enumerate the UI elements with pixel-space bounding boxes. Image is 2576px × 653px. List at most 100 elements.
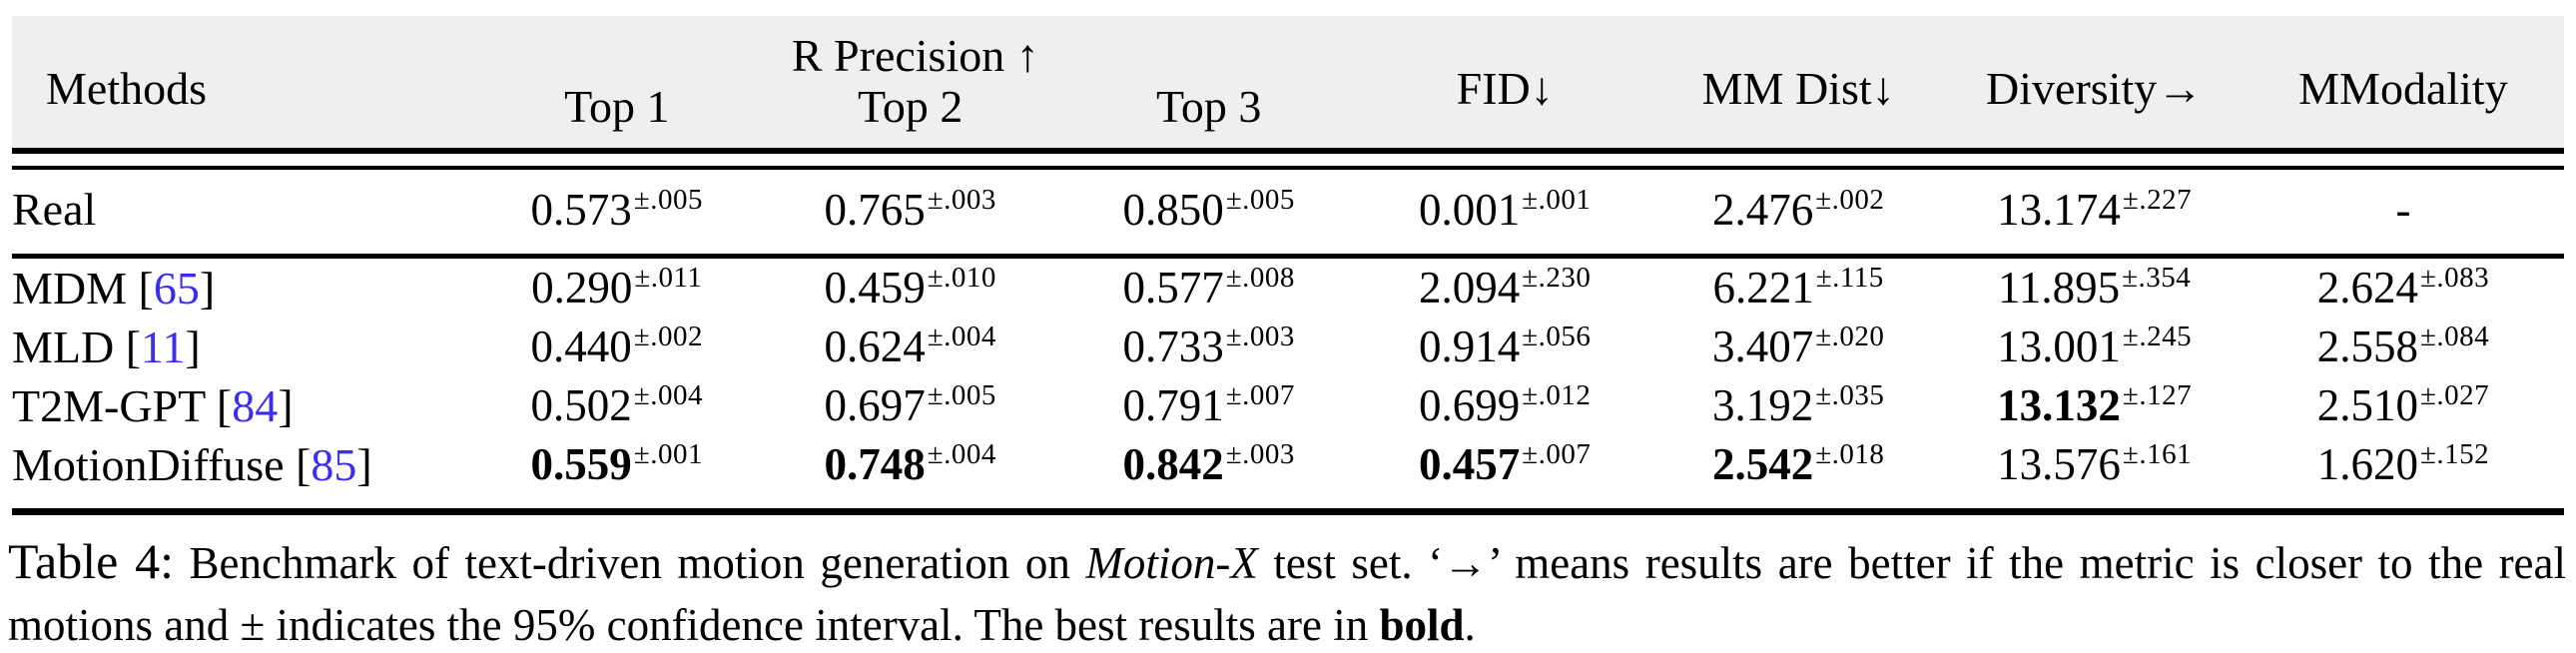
metric-cell: 0.440±.002 [471, 318, 762, 376]
metric-value: 2.094 [1419, 263, 1521, 313]
metric-cell: 2.624±.083 [2243, 259, 2564, 318]
confidence-interval: ±.008 [1225, 262, 1295, 295]
method-row-mld: MLD [11] 0.440±.002 0.624±.004 0.733±.00… [12, 318, 2564, 376]
metric-value: 2.510 [2316, 380, 2418, 430]
confidence-interval: ±.227 [2122, 184, 2193, 217]
header-r-precision-group: R Precision ↑ [471, 16, 1360, 82]
confidence-interval: ±.002 [1815, 184, 1885, 217]
confidence-interval: ±.161 [2122, 438, 2193, 471]
confidence-interval: ±.004 [927, 438, 996, 471]
metric-cell: 0.914±.056 [1360, 318, 1650, 376]
caption-italic-term: Motion-X [1085, 538, 1258, 588]
confidence-interval: ±.127 [2122, 379, 2193, 412]
method-name-cell: Real [12, 184, 97, 235]
metric-cell: 0.502±.004 [471, 376, 762, 435]
confidence-interval: ±.003 [1225, 438, 1295, 471]
metric-value: 2.542 [1711, 439, 1814, 489]
confidence-interval: ±.007 [1225, 379, 1295, 412]
confidence-interval: ±.354 [2122, 262, 2192, 295]
metric-value: 2.558 [2316, 322, 2418, 371]
bracket: ] [356, 439, 372, 490]
method-name-cell: MotionDiffuse [85] [12, 435, 471, 494]
metric-cell: 2.476±.002 [1650, 170, 1946, 254]
bracket: ] [199, 263, 216, 314]
method-name: T2M-GPT [ [12, 380, 233, 431]
confidence-interval: ±.035 [1815, 379, 1885, 412]
method-name-cell: MLD [11] [12, 318, 471, 376]
metric-cell: - [2243, 170, 2564, 254]
metric-value: 11.895 [1998, 263, 2121, 313]
top-rule [12, 148, 2564, 154]
metric-value: 0.699 [1419, 380, 1521, 430]
metric-cell: 0.001±.001 [1360, 170, 1650, 254]
confidence-interval: ±.245 [2122, 321, 2193, 353]
metric-cell: 6.221±.115 [1650, 259, 1946, 318]
metric-value: 2.476 [1711, 185, 1814, 235]
confidence-interval: ±.003 [927, 184, 996, 217]
metric-cell: 2.510±.027 [2243, 376, 2564, 435]
header-rule [12, 166, 2564, 170]
metric-cell: 0.697±.005 [762, 376, 1057, 435]
metric-cell: 13.576±.161 [1946, 435, 2242, 494]
method-name-cell: T2M-GPT [84] [12, 376, 471, 435]
metric-value: 13.174 [1997, 185, 2121, 235]
citation-link[interactable]: 85 [311, 439, 357, 490]
metric-cell: 0.733±.003 [1058, 318, 1360, 376]
confidence-interval: ±.020 [1815, 321, 1885, 353]
header-mm-dist: MM Dist↓ [1649, 16, 1947, 148]
confidence-interval: ±.007 [1522, 438, 1592, 471]
metric-value: 6.221 [1712, 263, 1814, 313]
real-row: Real 0.573±.005 0.765±.003 0.850±.005 0.… [12, 170, 2564, 254]
metric-value: 13.001 [1997, 322, 2121, 371]
table-caption: Table 4: Benchmark of text-driven motion… [8, 530, 2566, 653]
method-name: MLD [ [12, 322, 142, 372]
confidence-interval: ±.005 [1225, 184, 1295, 217]
metric-value: 0.624 [824, 322, 926, 371]
header-top1: Top 1 [471, 82, 763, 148]
confidence-interval: ±.152 [2419, 438, 2490, 471]
metric-value: 0.850 [1122, 185, 1224, 235]
metric-cell: 0.459±.010 [762, 259, 1057, 318]
citation-link[interactable]: 11 [141, 322, 186, 372]
metric-value: 13.132 [1997, 380, 2121, 430]
header-fid: FID↓ [1359, 16, 1650, 148]
confidence-interval: ±.005 [927, 379, 996, 412]
confidence-interval: ±.018 [1815, 438, 1885, 471]
caption-bold-word: bold [1379, 600, 1465, 650]
metric-value: 0.765 [824, 185, 926, 235]
metric-value: 13.576 [1997, 439, 2121, 489]
header-top2: Top 2 [762, 82, 1058, 148]
metric-value: 0.290 [531, 263, 633, 313]
confidence-interval: ±.010 [927, 262, 996, 295]
confidence-interval: ±.083 [2419, 262, 2490, 295]
metric-value: 0.733 [1122, 322, 1224, 371]
method-name-cell: MDM [65] [12, 259, 471, 318]
metric-cell: 0.624±.004 [762, 318, 1057, 376]
confidence-interval: ±.001 [1522, 184, 1592, 217]
metric-value: 0.559 [530, 439, 632, 489]
metric-cell: 0.791±.007 [1058, 376, 1360, 435]
confidence-interval: ±.027 [2419, 379, 2490, 412]
confidence-interval: ±.001 [633, 438, 703, 471]
metric-cell: 11.895±.354 [1946, 259, 2242, 318]
header-top3: Top 3 [1057, 82, 1360, 148]
metric-cell: 2.542±.018 [1650, 435, 1946, 494]
metric-value: 2.624 [2316, 263, 2418, 313]
confidence-interval: ±.005 [633, 184, 703, 217]
confidence-interval: ±.003 [1225, 321, 1295, 353]
caption-text: Benchmark of text-driven motion generati… [173, 538, 1086, 588]
caption-text: . [1464, 600, 1476, 650]
metric-cell: 0.290±.011 [471, 259, 762, 318]
confidence-interval: ±.002 [633, 321, 703, 353]
header-methods: Methods [12, 16, 472, 148]
metric-value: 0.791 [1122, 380, 1224, 430]
metric-cell: 0.573±.005 [471, 170, 762, 254]
confidence-interval: ±.230 [1522, 262, 1592, 295]
metric-cell: 0.748±.004 [762, 435, 1057, 494]
metric-cell: 0.850±.005 [1058, 170, 1360, 254]
citation-link[interactable]: 84 [232, 380, 279, 431]
bottom-rule [12, 508, 2564, 515]
citation-link[interactable]: 65 [153, 263, 200, 314]
metric-value: 0.914 [1419, 322, 1521, 371]
confidence-interval: ±.004 [633, 379, 703, 412]
